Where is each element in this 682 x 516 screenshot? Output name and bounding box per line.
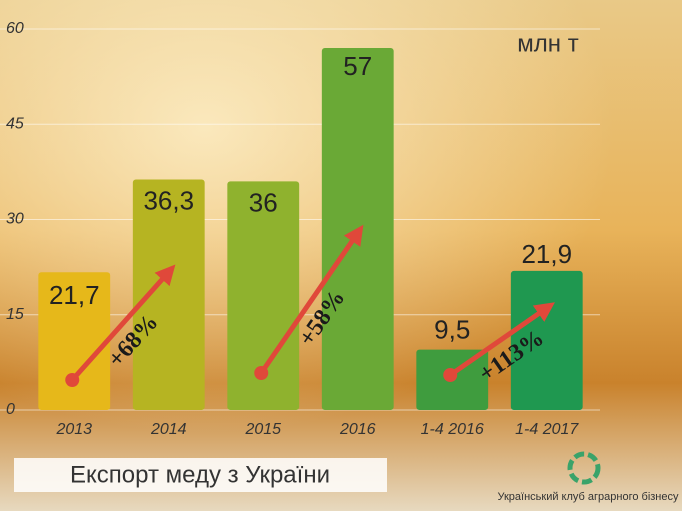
x-tick-label: 2015 [244,421,281,438]
arrow-start [65,373,80,387]
value-label: 21,7 [49,280,100,310]
growth-arrow [70,264,176,382]
bar [38,272,111,410]
unit-label: млн т [517,30,578,57]
y-tick-label: 0 [6,401,15,418]
title-box [14,458,387,492]
value-label: 36,3 [143,185,194,215]
x-tick-label: 1-4 2017 [515,421,579,438]
x-tick-label: 2016 [339,421,376,438]
value-label: 36 [249,187,278,217]
chart-title: Експорт меду з України [70,461,330,488]
bar [510,270,583,410]
x-tick-label: 1-4 2016 [421,421,484,438]
value-label: 57 [343,51,372,81]
value-label: 21,9 [521,239,572,269]
y-tick-label: 60 [6,20,24,37]
growth-arrow [259,224,364,375]
x-tick-label: 2014 [150,421,187,438]
y-tick-label: 30 [6,211,24,228]
arrow-start [254,366,269,380]
footer: Український клуб аграрного бізнесу [498,491,679,503]
y-tick-label: 15 [6,306,24,323]
arrow-start [443,368,458,382]
growth-arrow [448,302,555,378]
bar [132,179,205,410]
x-tick-label: 2013 [55,421,92,438]
bar [227,181,300,410]
value-label: 9,5 [434,315,470,345]
bar [321,48,394,411]
logo [567,451,601,485]
y-tick-label: 45 [6,115,24,132]
